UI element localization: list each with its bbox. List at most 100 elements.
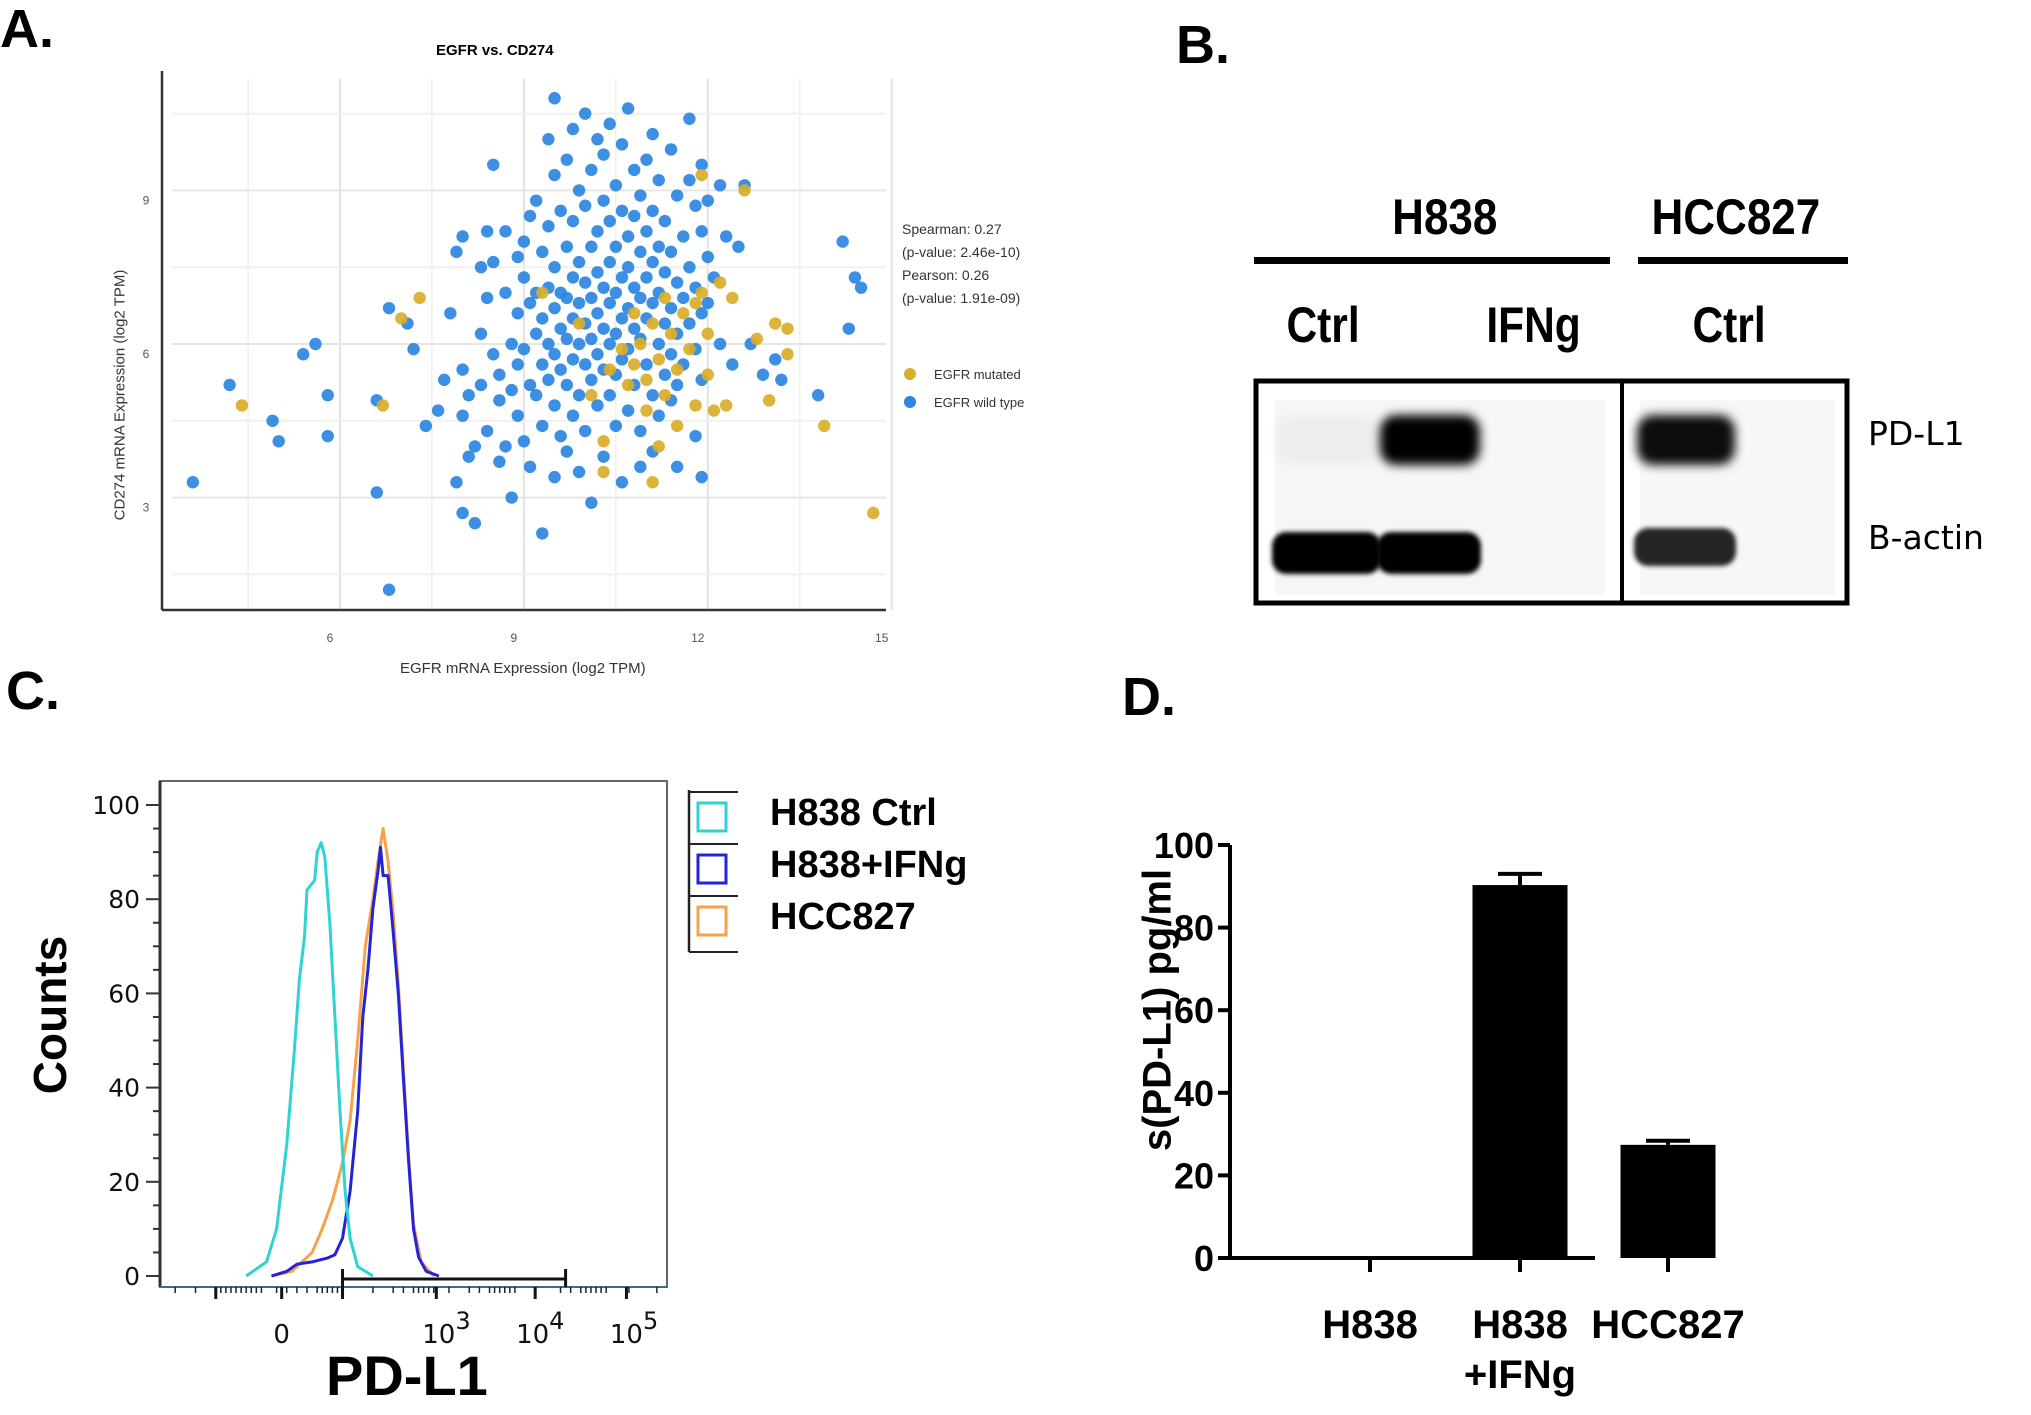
tick-base: 10 <box>610 1320 643 1350</box>
scatter-point-wild-type <box>842 322 855 335</box>
scatter-point-mutated <box>640 404 653 417</box>
scatter-point-wild-type <box>615 312 629 325</box>
spearman-p-value: (p-value: 2.46e-10) <box>902 244 1021 260</box>
band-b-actin <box>1377 532 1481 574</box>
scatter-point-mutated <box>235 399 249 412</box>
scatter-point-wild-type <box>444 307 457 320</box>
scatter-point-wild-type <box>756 368 770 381</box>
scatter-point-wild-type <box>628 209 641 223</box>
bar-hcc827 <box>1620 1144 1716 1258</box>
scatter-point-wild-type <box>695 158 708 171</box>
scatter-point-wild-type <box>621 230 635 243</box>
scatter-point-wild-type <box>499 225 512 238</box>
scatter-point-mutated <box>658 291 672 305</box>
bar-category-label: H838 <box>1322 1303 1418 1347</box>
scatter-point-wild-type <box>431 404 445 417</box>
scatter-point-wild-type <box>726 358 739 371</box>
scatter-point-wild-type <box>456 230 469 243</box>
scatter-point-wild-type <box>591 266 604 279</box>
scatter-point-wild-type <box>646 127 659 141</box>
flow-legend-item: HCC827 <box>770 896 916 938</box>
scatter-point-wild-type <box>585 163 598 177</box>
legend-item-egfr-wild-type: EGFR wild type <box>904 388 1024 416</box>
scatter-point-wild-type <box>609 419 623 433</box>
scatter-point-wild-type <box>640 153 653 166</box>
scatter-point-wild-type <box>419 419 433 433</box>
scatter-point-wild-type <box>591 348 604 361</box>
scatter-point-wild-type <box>548 470 561 484</box>
scatter-point-wild-type <box>652 337 665 351</box>
scatter-point-mutated <box>413 291 426 305</box>
scatter-point-wild-type <box>670 276 684 289</box>
scatter-point-wild-type <box>542 373 555 387</box>
scatter-point-wild-type <box>438 373 451 387</box>
panel-label-d: D. <box>1122 667 1176 727</box>
scatter-point-wild-type <box>713 179 727 192</box>
scatter-point-wild-type <box>670 189 684 202</box>
scatter-point-wild-type <box>566 122 580 136</box>
scatter-point-wild-type <box>646 255 659 269</box>
scatter-point-wild-type <box>658 214 672 228</box>
bar-category-label: HCC827 <box>1591 1303 1744 1347</box>
scatter-point-wild-type <box>572 465 586 479</box>
bar-y-tick-label: 80 <box>1174 908 1214 949</box>
scatter-point-wild-type <box>603 389 616 402</box>
flow-x-tick-label: 0 <box>273 1320 290 1350</box>
scatter-point-wild-type <box>572 255 586 269</box>
scatter-point-wild-type <box>468 440 482 453</box>
scatter-point-wild-type <box>456 409 469 422</box>
bar-y-tick-label: 100 <box>1154 825 1214 866</box>
scatter-point-mutated <box>689 296 702 310</box>
scatter-point-wild-type <box>309 337 322 351</box>
group-label-hcc827: HCC827 <box>1651 189 1821 245</box>
scatter-point-wild-type <box>597 281 610 294</box>
scatter-point-wild-type <box>713 337 727 351</box>
scatter-point-wild-type <box>572 389 586 402</box>
scatter-point-wild-type <box>609 179 623 192</box>
scatter-point-wild-type <box>811 389 825 402</box>
scatter-point-wild-type <box>658 368 672 381</box>
scatter-point-wild-type <box>523 460 537 474</box>
scatter-point-mutated <box>677 307 690 320</box>
scatter-point-wild-type <box>560 378 574 392</box>
scatter-point-wild-type <box>701 194 714 207</box>
scatter-point-wild-type <box>677 230 690 243</box>
scatter-point-wild-type <box>566 214 580 228</box>
scatter-point-wild-type <box>646 296 659 310</box>
legend-dot-mutated-icon <box>904 368 916 380</box>
scatter-point-mutated <box>395 312 408 325</box>
bar-y-tick-label: 20 <box>1174 1155 1214 1196</box>
bar-y-tick-label: 60 <box>1174 990 1214 1031</box>
scatter-point-mutated <box>781 322 794 335</box>
scatter-point-wild-type <box>615 353 629 366</box>
scatter-point-wild-type <box>836 235 849 248</box>
scatter-point-wild-type <box>585 373 598 387</box>
scatter-point-wild-type <box>621 261 635 274</box>
scatter-x-tick-label: 15 <box>875 631 889 645</box>
band-b-actin <box>1634 528 1736 566</box>
scatter-point-wild-type <box>468 517 482 530</box>
scatter-point-wild-type <box>566 271 580 284</box>
bar-h838-ifng <box>1472 885 1568 1258</box>
scatter-point-wild-type <box>505 383 518 397</box>
panel-label-b: B. <box>1176 15 1230 75</box>
spearman-value: Spearman: 0.27 <box>902 221 1002 237</box>
scatter-point-wild-type <box>536 358 549 371</box>
tick-base: 0 <box>273 1320 290 1350</box>
scatter-point-wild-type <box>517 342 531 356</box>
scatter-point-wild-type <box>572 184 586 197</box>
scatter-point-wild-type <box>854 281 868 294</box>
scatter-point-wild-type <box>523 296 537 310</box>
scatter-point-mutated <box>701 368 714 381</box>
scatter-point-wild-type <box>634 245 647 259</box>
scatter-point-wild-type <box>511 307 524 320</box>
scatter-point-wild-type <box>658 317 672 330</box>
legend-dot-wild-type-icon <box>904 396 916 408</box>
scatter-x-tick-label: 9 <box>511 631 518 645</box>
scatter-point-wild-type <box>615 271 629 284</box>
scatter-point-mutated <box>750 332 764 346</box>
flow-y-tick-label: 0 <box>124 1262 140 1291</box>
